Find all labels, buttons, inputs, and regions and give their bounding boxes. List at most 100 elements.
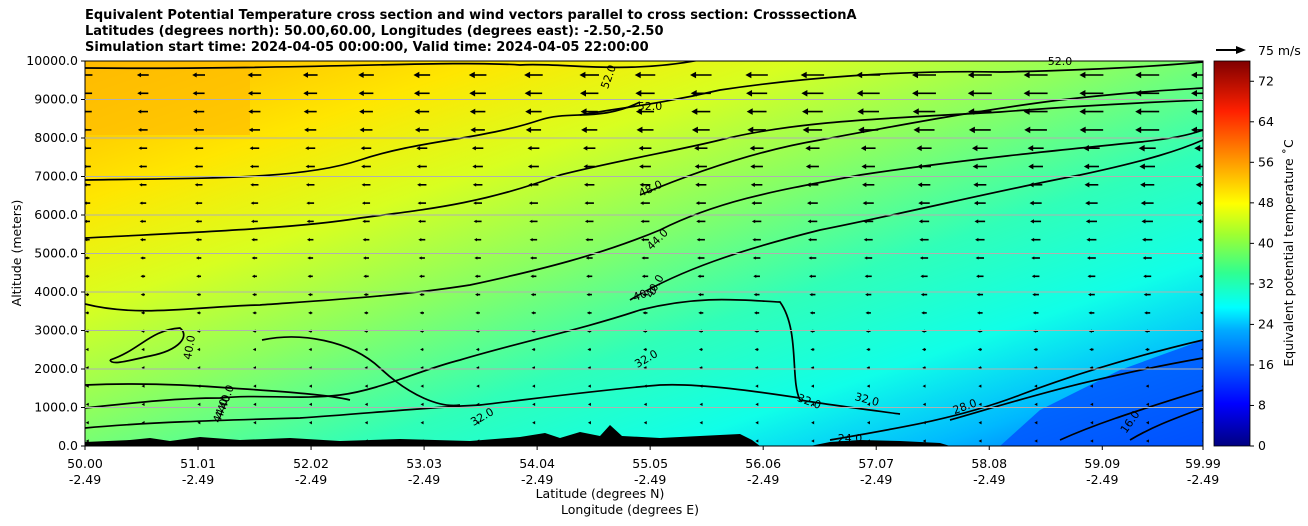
wind-vector-head	[1027, 145, 1034, 152]
wind-vector-head	[751, 201, 756, 206]
wind-vector-head	[197, 402, 201, 407]
wind-vector-head	[920, 274, 924, 278]
wind-vector-head	[750, 164, 755, 169]
wind-vector-head	[530, 256, 534, 260]
wind-vector-head	[978, 384, 982, 388]
wind-vector-head	[750, 182, 755, 188]
wind-vector-head	[754, 347, 758, 352]
wind-vector-head	[753, 292, 757, 297]
wind-vector-head	[469, 90, 476, 97]
wind-vector-head	[253, 421, 257, 425]
wind-vector-head	[697, 274, 701, 278]
wind-vector-head	[528, 182, 532, 187]
wind-vector-head	[755, 439, 759, 443]
wind-vector-head	[527, 164, 532, 169]
wind-vector-head	[358, 90, 364, 97]
wind-vector-head	[251, 238, 255, 242]
contour-line	[1059, 389, 1203, 441]
wind-vector-head	[1090, 421, 1094, 425]
wind-vector-head	[529, 219, 533, 224]
wind-vector-head	[253, 402, 257, 407]
wind-vector-head	[139, 201, 143, 205]
wind-vector-head	[975, 237, 979, 242]
wind-vector-head	[1028, 182, 1034, 188]
wind-vector-head	[912, 71, 918, 79]
wind-vector-head	[802, 108, 809, 115]
wind-vector-head	[361, 183, 365, 187]
wind-vector-head	[473, 201, 477, 205]
wind-vector-head	[978, 402, 982, 407]
wind-vector-head	[358, 71, 364, 79]
wind-vector-head	[974, 219, 979, 224]
wind-vector-head	[252, 292, 256, 297]
wind-key: 75 m/s	[1216, 43, 1301, 58]
wind-vectors	[85, 71, 1203, 443]
chart-title-line-2: Latitudes (degrees north): 50.00,60.00, …	[85, 24, 664, 39]
wind-vector-head	[472, 182, 477, 187]
contour-line	[85, 101, 641, 181]
wind-vector-head	[691, 108, 698, 115]
wind-vector-head	[635, 90, 642, 97]
wind-vector-head	[362, 219, 366, 224]
x-tick-label-lon: -2.49	[973, 472, 1005, 487]
wind-vector-head	[746, 90, 753, 97]
wind-vector-head	[531, 311, 535, 315]
wind-vector-head	[85, 439, 89, 443]
wind-vector-head	[806, 201, 811, 206]
wind-vector-head	[85, 347, 89, 352]
wind-vector-head	[856, 71, 863, 79]
wind-vector-head	[192, 72, 197, 78]
wind-vector-head	[472, 164, 477, 169]
wind-vector-head	[863, 219, 867, 224]
wind-vector-head	[248, 109, 253, 114]
y-tick-label: 5000.0	[34, 246, 78, 261]
wind-vector-head	[864, 274, 868, 278]
wind-vector-head	[922, 421, 926, 425]
wind-vector-head	[587, 347, 591, 352]
wind-vector-head	[195, 256, 199, 260]
colorbar-ticks: 0 8 16 24 32 40 48 56 64 72	[1250, 73, 1274, 453]
y-tick-label: 10000.0	[26, 53, 78, 68]
wind-vector-head	[694, 164, 699, 169]
wind-vector-head	[752, 238, 756, 242]
wind-vector-head	[1198, 256, 1202, 260]
wind-vector-head	[364, 421, 368, 425]
wind-vector-head	[917, 163, 922, 170]
wind-vector-head	[1031, 256, 1035, 260]
wind-vector-head	[635, 108, 642, 115]
x-tick-label-lon: -2.49	[69, 472, 101, 487]
wind-vector-head	[474, 274, 478, 278]
wind-vector-head	[921, 347, 925, 352]
wind-vector-head	[419, 311, 423, 315]
wind-vector-head	[1089, 347, 1093, 352]
wind-vector-head	[978, 439, 982, 443]
wind-vector-head	[307, 274, 311, 278]
wind-vector-head	[1191, 90, 1197, 97]
chart-title-line-3: Simulation start time: 2024-04-05 00:00:…	[85, 40, 649, 55]
x-axis-label-2: Longitude (degrees E)	[561, 502, 699, 517]
wind-vector-head	[809, 292, 813, 297]
wind-vector-head	[524, 90, 531, 97]
wind-vector-head	[194, 183, 198, 187]
wind-vector-head	[919, 256, 923, 260]
wind-vector-head	[247, 72, 253, 78]
wind-vector-head	[860, 145, 866, 152]
wind-vector-head	[197, 347, 201, 352]
wind-vector-head	[414, 127, 420, 133]
wind-vector-head	[1090, 439, 1094, 443]
wind-vector-head	[694, 145, 699, 151]
y-tick-label: 4000.0	[34, 284, 78, 299]
colorbar-label: Equivalent potential temperature ˚C	[1281, 139, 1296, 367]
wind-vector-head	[197, 421, 201, 425]
wind-vector-head	[413, 90, 420, 97]
wind-vector-head	[529, 238, 533, 242]
wind-vector-head	[473, 219, 477, 224]
x-tick-label-lat: 57.07	[858, 456, 894, 471]
contour-line	[85, 129, 1203, 312]
contour-line	[579, 61, 1203, 116]
wind-vector-head	[1079, 71, 1086, 79]
wind-vector-head	[531, 347, 535, 352]
wind-vector-head	[971, 145, 978, 152]
wind-vector-head	[138, 164, 142, 169]
wind-vector-head	[247, 90, 253, 96]
